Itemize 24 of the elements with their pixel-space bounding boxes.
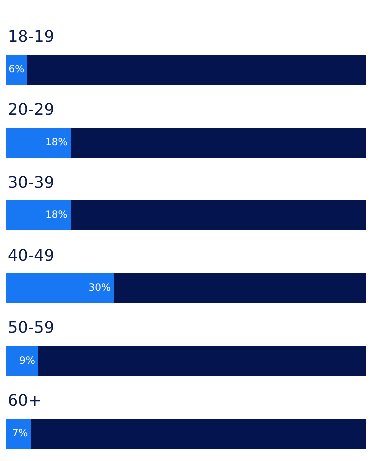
data-label: 9% xyxy=(20,356,36,367)
bar xyxy=(114,274,366,304)
y-tick-label: 18-19 xyxy=(8,27,54,46)
bar xyxy=(6,419,32,449)
y-tick-label: 20-29 xyxy=(8,100,54,119)
bar xyxy=(6,128,71,158)
bar xyxy=(70,128,366,158)
bar xyxy=(70,200,366,231)
y-tick-label: 50-59 xyxy=(8,318,54,337)
data-label: 30% xyxy=(88,282,111,294)
bar xyxy=(6,200,71,231)
bar xyxy=(6,346,38,376)
bar xyxy=(6,274,114,304)
data-label: 6% xyxy=(8,64,25,76)
data-label: 7% xyxy=(12,428,28,440)
y-tick-label: 30-39 xyxy=(8,173,54,192)
data-label: 18% xyxy=(46,137,68,148)
data-label: 18% xyxy=(46,210,68,222)
bar xyxy=(38,346,366,376)
bar xyxy=(6,55,28,85)
bar xyxy=(31,419,366,449)
y-tick-label: 40-49 xyxy=(8,246,54,265)
bar xyxy=(28,55,366,85)
y-tick-label: 60+ xyxy=(8,391,42,410)
